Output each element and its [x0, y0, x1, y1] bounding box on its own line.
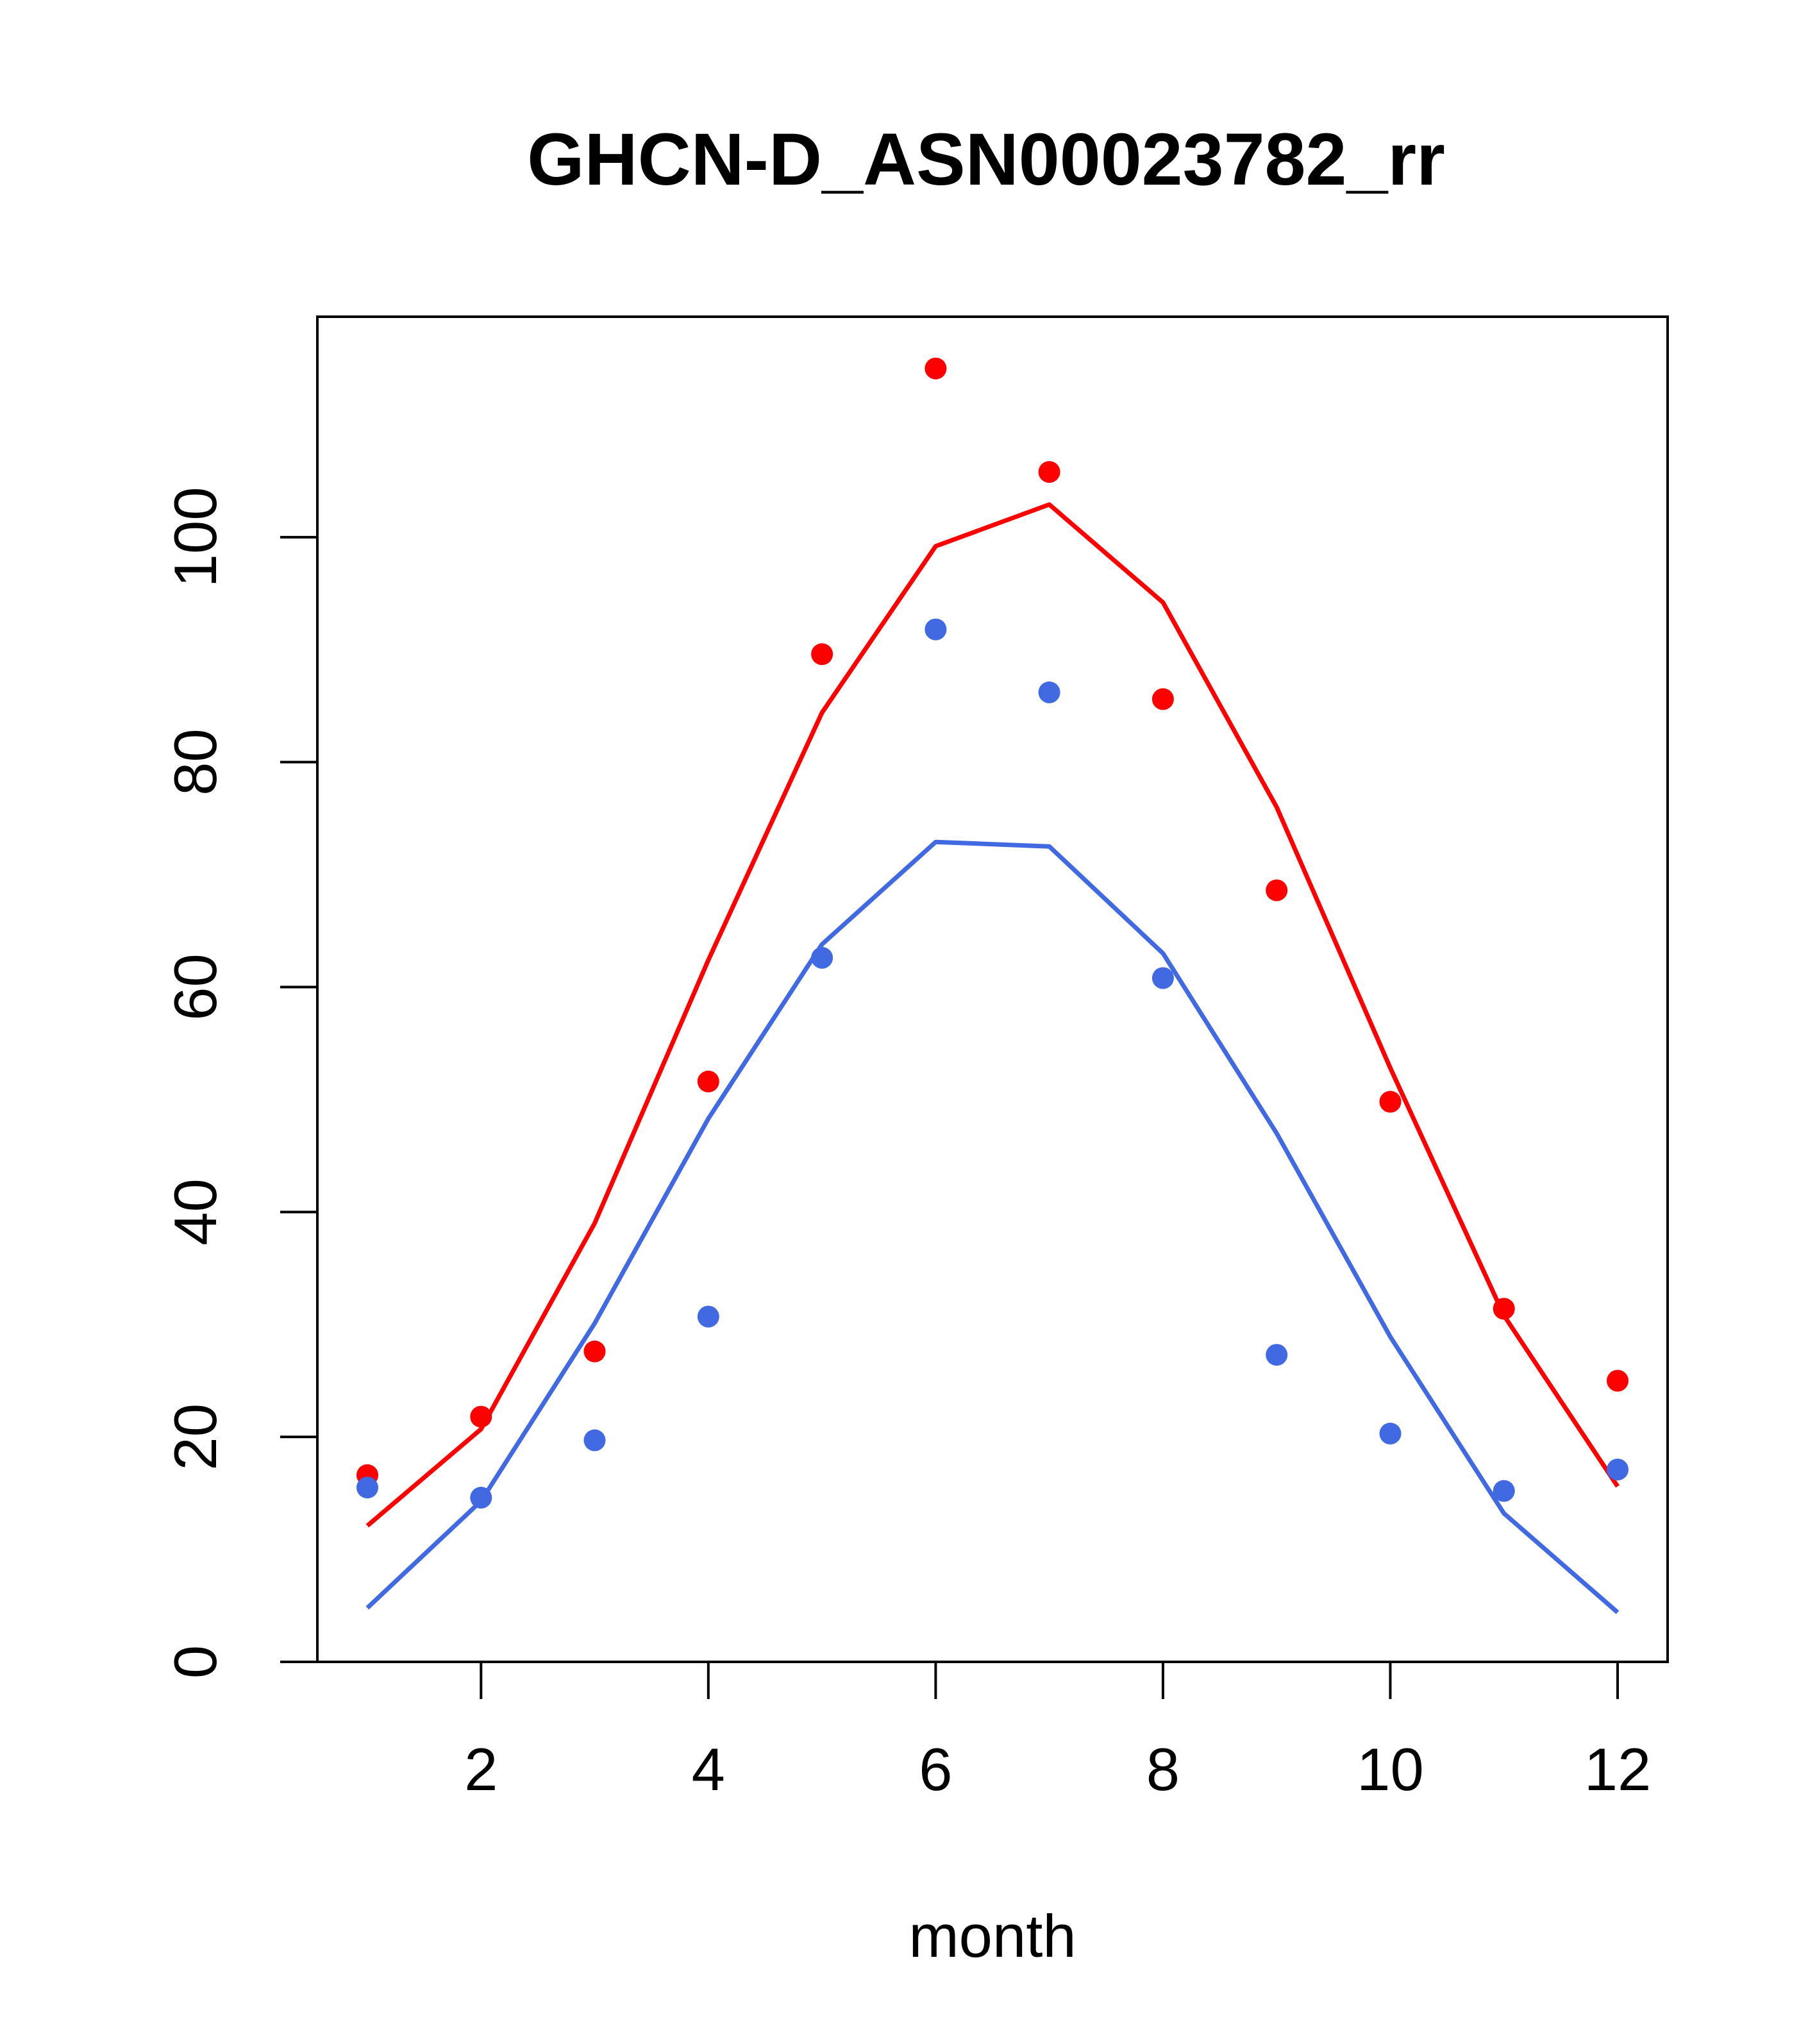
data-point — [470, 1486, 492, 1509]
x-tick-label: 4 — [692, 1736, 725, 1803]
data-point — [1266, 879, 1288, 901]
x-tick-label: 10 — [1357, 1736, 1424, 1803]
y-tick-label: 60 — [162, 953, 229, 1021]
series-layer — [356, 357, 1629, 1614]
x-tick-label: 8 — [1146, 1736, 1180, 1803]
data-point — [1607, 1459, 1629, 1480]
y-axis: 0 20 40 60 80 100 — [162, 487, 319, 1679]
x-axis-label: month — [908, 1902, 1076, 1970]
series-1 — [356, 357, 1629, 1528]
data-point — [356, 1477, 378, 1499]
data-point — [811, 946, 833, 969]
x-tick-label: 2 — [464, 1736, 498, 1803]
data-point — [1379, 1422, 1402, 1445]
y-tick-label: 20 — [162, 1403, 229, 1471]
data-point — [1151, 688, 1174, 710]
data-point — [925, 357, 947, 380]
y-tick-label: 100 — [162, 487, 229, 587]
data-point — [1038, 461, 1060, 483]
plot-frame — [316, 315, 1669, 1663]
data-point — [1038, 681, 1060, 703]
data-point — [1493, 1480, 1515, 1502]
y-tick-label: 0 — [162, 1645, 229, 1679]
x-tick-label: 6 — [919, 1736, 952, 1803]
y-tick-label: 80 — [162, 728, 229, 796]
data-point — [1493, 1298, 1515, 1320]
x-tick-label: 12 — [1584, 1736, 1652, 1803]
data-point — [1607, 1370, 1629, 1392]
data-point — [925, 618, 947, 641]
data-point — [1266, 1344, 1288, 1366]
data-point — [1151, 967, 1174, 989]
series-line — [365, 839, 1620, 1614]
data-point — [1379, 1091, 1402, 1113]
data-point — [697, 1305, 719, 1328]
data-point — [811, 643, 833, 666]
data-point — [697, 1070, 719, 1093]
x-axis: 2 4 6 8 10 12 — [464, 1661, 1652, 1803]
data-point — [583, 1429, 606, 1452]
series-line — [365, 502, 1620, 1528]
data-point — [583, 1340, 606, 1362]
data-point — [470, 1405, 492, 1428]
y-tick-label: 40 — [162, 1178, 229, 1246]
series-2 — [356, 618, 1629, 1614]
chart-title: GHCN-D_ASN00023782_rr — [527, 119, 1445, 201]
